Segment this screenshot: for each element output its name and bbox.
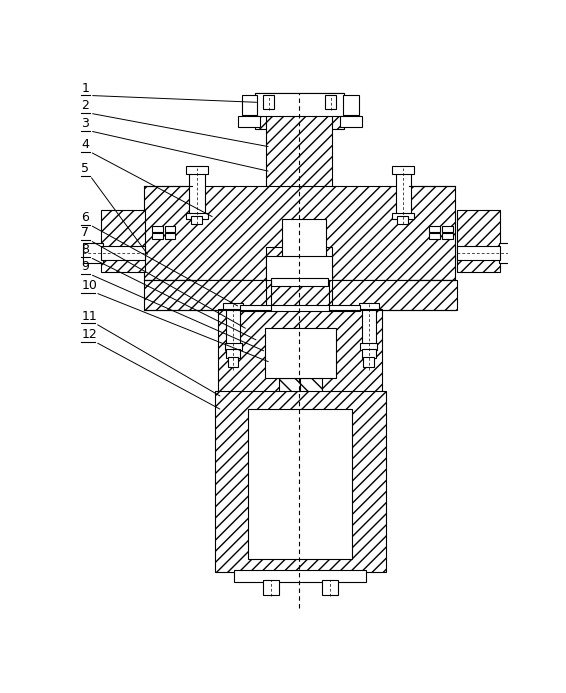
- Bar: [223, 303, 243, 309]
- Bar: [263, 95, 274, 109]
- Bar: [266, 256, 332, 279]
- Bar: [101, 245, 144, 261]
- Bar: [340, 116, 362, 127]
- Bar: [330, 279, 457, 310]
- Bar: [101, 210, 144, 272]
- Text: 11: 11: [82, 310, 97, 323]
- Bar: [255, 93, 344, 116]
- Bar: [442, 234, 453, 240]
- Text: 3: 3: [82, 117, 89, 130]
- Bar: [362, 306, 376, 345]
- Bar: [325, 95, 336, 109]
- Bar: [392, 213, 414, 219]
- Bar: [228, 356, 238, 367]
- Bar: [165, 234, 175, 240]
- Bar: [263, 580, 278, 595]
- Bar: [165, 226, 175, 231]
- Bar: [144, 186, 455, 279]
- Bar: [226, 349, 240, 358]
- Bar: [396, 172, 411, 214]
- Bar: [323, 580, 338, 595]
- Bar: [278, 378, 300, 394]
- Text: 2: 2: [82, 99, 89, 112]
- Bar: [343, 95, 359, 115]
- Bar: [225, 342, 242, 351]
- Bar: [238, 116, 260, 127]
- Bar: [499, 243, 519, 263]
- Bar: [457, 210, 500, 272]
- Bar: [363, 356, 374, 367]
- Bar: [152, 226, 163, 231]
- Bar: [248, 409, 353, 559]
- Bar: [362, 349, 376, 358]
- Text: 10: 10: [82, 279, 97, 292]
- Bar: [240, 305, 360, 311]
- Text: 4: 4: [82, 138, 89, 151]
- Bar: [226, 306, 240, 345]
- Bar: [186, 166, 208, 174]
- Text: 9: 9: [82, 261, 89, 273]
- Bar: [360, 342, 377, 351]
- Bar: [144, 279, 271, 310]
- Bar: [271, 278, 328, 286]
- Bar: [83, 243, 103, 263]
- Bar: [359, 303, 379, 309]
- Text: 7: 7: [82, 227, 89, 240]
- Text: 6: 6: [82, 211, 89, 224]
- Bar: [457, 245, 500, 261]
- Bar: [242, 95, 257, 115]
- Bar: [218, 309, 381, 394]
- Text: 8: 8: [82, 243, 89, 256]
- Bar: [300, 378, 321, 394]
- Bar: [191, 216, 201, 224]
- Bar: [189, 172, 204, 214]
- Bar: [234, 570, 366, 582]
- Bar: [282, 219, 326, 258]
- Bar: [215, 391, 385, 572]
- Bar: [266, 247, 332, 310]
- Bar: [266, 97, 332, 216]
- Text: 5: 5: [82, 161, 89, 175]
- Bar: [186, 213, 208, 219]
- Bar: [430, 234, 440, 240]
- Text: 1: 1: [82, 82, 89, 95]
- Text: 12: 12: [82, 328, 97, 341]
- Bar: [265, 328, 336, 378]
- Bar: [152, 234, 163, 240]
- Bar: [442, 226, 453, 231]
- Bar: [430, 226, 440, 231]
- Bar: [392, 166, 414, 174]
- Bar: [397, 216, 408, 224]
- Bar: [255, 93, 344, 130]
